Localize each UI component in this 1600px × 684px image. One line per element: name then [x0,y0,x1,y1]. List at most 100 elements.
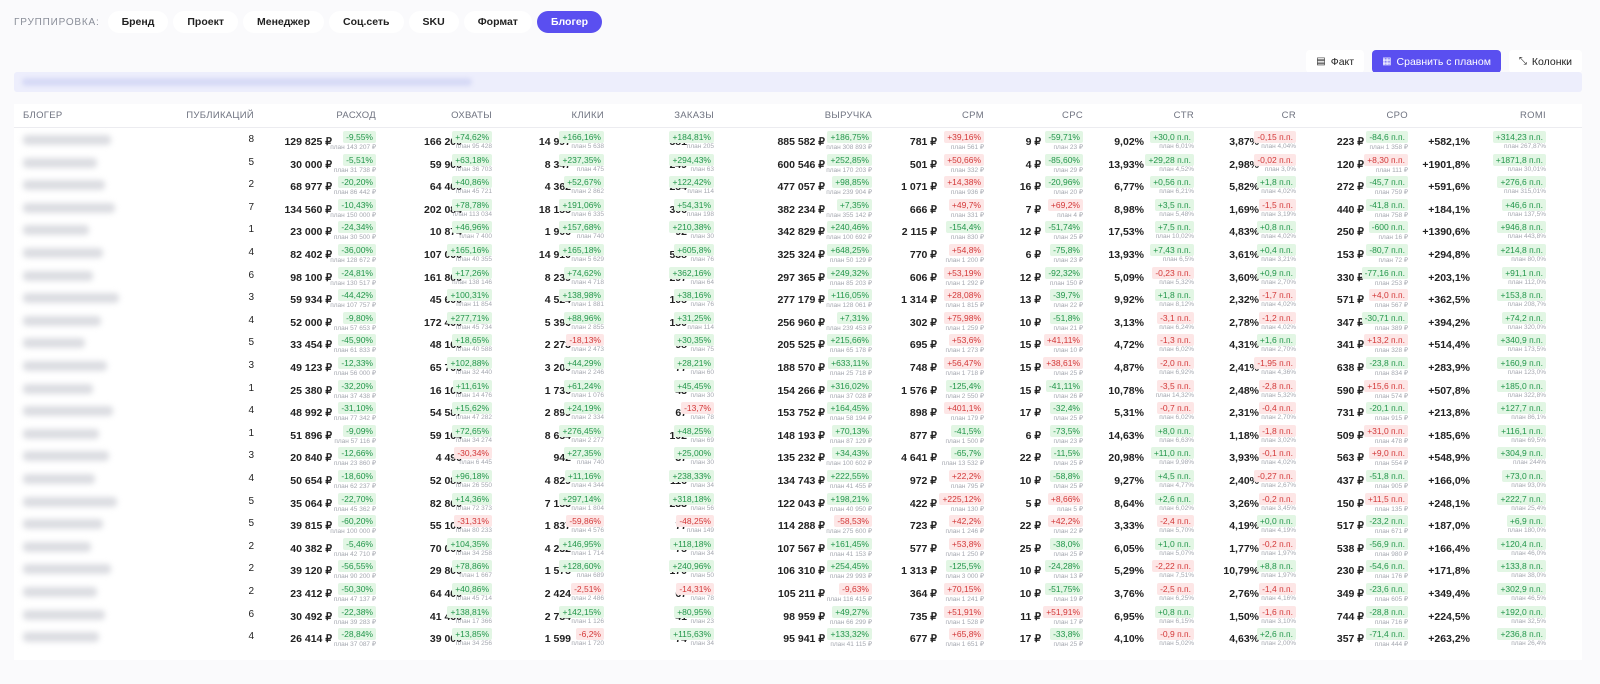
blogger-name-redacted[interactable] [23,338,85,349]
blogger-name-redacted[interactable] [23,519,103,530]
plan-value-cpc: план 23 ₽ [1053,144,1084,151]
plan-value-cr: план 3,21% [1261,256,1296,263]
delta-badge-cpc: +41,11% [1043,334,1083,347]
blogger-name-redacted[interactable] [23,428,99,439]
fact-button[interactable]: ▤ Факт [1306,50,1365,73]
group-button-2[interactable]: Менеджер [243,11,324,33]
plan-value-v: план 100 692 ₽ [826,234,872,242]
blogger-name-redacted[interactable] [23,564,111,575]
table-row[interactable]: 5 30 000 ₽ -5,51% план 31 738 ₽59 900 +63,18… [14,152,1582,175]
plan-value-cpm: план 1 250 ₽ [945,550,984,558]
col-header-10[interactable]: CR [1281,110,1296,121]
delta-badge-cpm: +53,6% [948,334,984,347]
plan-value-romi: план 46,0% [1511,549,1546,557]
publications-value: 2 [248,586,254,597]
blogger-name-redacted[interactable] [23,135,111,145]
plan-value-r: план 86 442 ₽ [333,189,376,197]
blogger-name-redacted[interactable] [23,632,99,643]
cell-value-v: 297 365 ₽ [777,271,825,284]
table-row[interactable]: 6 98 100 ₽ -24,81% план 130 517 ₽161 800 +17… [14,265,1582,288]
table-row[interactable]: 4 48 992 ₽ -31,10% план 77 342 ₽54 587 +15,6… [14,400,1582,423]
publications-value: 5 [248,337,254,349]
blogger-name-redacted[interactable] [23,496,117,507]
blogger-name-redacted[interactable] [23,541,91,552]
table-row[interactable]: 8 129 825 ₽ -9,55% план 143 207 ₽166 200 +74… [14,129,1582,152]
grouping-label: ГРУППИРОВКА: [14,16,100,28]
col-header-11[interactable]: CPO [1386,110,1408,121]
group-button-1[interactable]: Проект [173,11,238,33]
group-button-0[interactable]: Бренд [107,11,169,33]
plan-value-r: план 62 237 ₽ [333,483,376,490]
table-row[interactable]: 4 26 414 ₽ -28,84% план 37 087 ₽39 000 +13,8… [14,626,1582,649]
table-row[interactable]: 5 33 454 ₽ -45,90% план 61 833 ₽48 160 +18,6… [14,332,1582,355]
delta-badge-cpc: -58,8% [1050,470,1083,482]
col-header-2[interactable]: РАСХОД [336,110,376,121]
col-header-1[interactable]: ПУБЛИКАЦИЙ [186,110,254,121]
col-header-9[interactable]: CTR [1173,110,1194,121]
delta-badge-cpc: -75,8% [1050,244,1083,256]
table-row[interactable]: 5 35 064 ₽ -22,70% план 45 362 ₽82 800 +14,3… [14,491,1582,514]
group-button-6[interactable]: Блогер [536,11,603,33]
col-header-5[interactable]: ЗАКАЗЫ [674,110,714,121]
delta-badge-r: -56,55% [338,560,376,573]
table-row[interactable]: 1 23 000 ₽ -24,34% план 30 500 ₽10 874 +46,9… [14,219,1582,242]
col-header-8[interactable]: CPC [1062,110,1083,121]
cell-value-ctr: 14,63% [1108,429,1144,442]
delta-badge-r: -5,51% [343,153,376,166]
group-button-4[interactable]: SKU [408,11,459,33]
blogger-name-redacted[interactable] [23,157,97,168]
delta-badge-o: +165,16% [447,244,492,256]
table-row[interactable]: 5 39 815 ₽ -60,20% план 100 000 ₽ 55 100 -31,… [14,513,1582,536]
group-button-3[interactable]: Соц.сеть [329,11,404,33]
blogger-name-redacted[interactable] [23,587,97,597]
blogger-name-redacted[interactable] [23,383,93,394]
table-row[interactable]: 4 82 402 ₽ -36,00% план 128 672 ₽107 000 +16… [14,242,1582,265]
col-header-3[interactable]: ОХВАТЫ [451,110,492,121]
col-header-12[interactable]: ROMI [1519,110,1546,121]
col-header-0[interactable]: БЛОГЕР [23,110,63,121]
table-row[interactable]: 6 30 492 ₽ -22,38% план 39 283 ₽41 460 +138,… [14,604,1582,627]
table-row[interactable]: 3 59 934 ₽ -44,42% план 107 757 ₽45 600 +100… [14,287,1582,310]
col-header-4[interactable]: КЛИКИ [571,110,604,121]
table-row[interactable]: 1 25 380 ₽ -32,20% план 37 438 ₽16 105 +11,6… [14,378,1582,401]
table-row[interactable]: 2 68 977 ₽ -20,20% план 86 442 ₽64 400 +40,8… [14,174,1582,197]
col-header-7[interactable]: CPM [961,110,984,121]
plan-value-ctr: план 10,02% [1155,233,1194,241]
delta-badge-cpm: +53,8% [948,537,984,550]
columns-button[interactable]: ⤡ Колонки [1508,50,1582,73]
blogger-name-redacted[interactable] [23,474,95,484]
table-row[interactable]: 1 51 896 ₽ -9,09% план 57 116 ₽59 164 +72,65… [14,423,1582,446]
table-row[interactable]: 4 50 654 ₽ -18,60% план 62 237 ₽52 089 +96,1… [14,468,1582,491]
blogger-name-redacted[interactable] [23,270,93,281]
delta-badge-cpm: +70,15% [944,583,984,595]
col-header-6[interactable]: ВЫРУЧКА [824,110,872,121]
blogger-name-redacted[interactable] [23,293,119,304]
plan-value-romi: план 112,0% [1508,278,1546,286]
table-row[interactable]: 7 134 560 ₽ -10,43% план 150 000 ₽202 084 +7… [14,197,1582,220]
compare-plan-button[interactable]: ▦ Сравнить с планом [1372,50,1501,73]
table-row[interactable]: 2 40 382 ₽ -5,46% план 42 710 ₽70 000 +104,3… [14,536,1582,559]
table-row[interactable]: 2 39 120 ₽ -56,55% план 90 200 ₽29 800 +78,8… [14,558,1582,581]
table-row[interactable]: 2 23 412 ₽ -50,30% план 47 137 ₽64 400 +40,8… [14,581,1582,604]
blogger-name-redacted[interactable] [23,315,101,326]
plan-value-r: план 23 860 ₽ [333,460,376,468]
blogger-name-redacted[interactable] [23,451,109,462]
table-row[interactable]: 4 52 000 ₽ -9,80% план 57 653 ₽172 400 +277,… [14,310,1582,333]
cell-value-ctr: 20,98% [1108,452,1144,465]
blogger-name-redacted[interactable] [23,180,105,191]
blogger-name-redacted[interactable] [23,609,105,620]
blogger-name-redacted[interactable] [23,361,107,371]
plan-value-cpc: план 20 ₽ [1053,189,1084,197]
table-row[interactable]: 3 20 840 ₽ -12,66% план 23 860 ₽4 490 -30,34… [14,445,1582,468]
blogger-name-redacted[interactable] [23,406,113,417]
group-button-5[interactable]: Формат [463,11,532,33]
delta-badge-romi: +6,9 п.п. [1506,515,1546,528]
table-row[interactable]: 3 49 123 ₽ -12,33% план 56 000 ₽65 700 +102,… [14,355,1582,378]
delta-badge-v: +164,45% [827,402,872,415]
blogger-name-redacted[interactable] [23,202,115,213]
plan-value-romi: план 322,8% [1507,391,1546,399]
delta-badge-cpo: -71,4 п.п. [1366,628,1408,641]
plan-value-cpm: план 1 292 ₽ [945,279,984,287]
blogger-name-redacted[interactable] [23,248,103,258]
blogger-name-redacted[interactable] [23,225,89,236]
